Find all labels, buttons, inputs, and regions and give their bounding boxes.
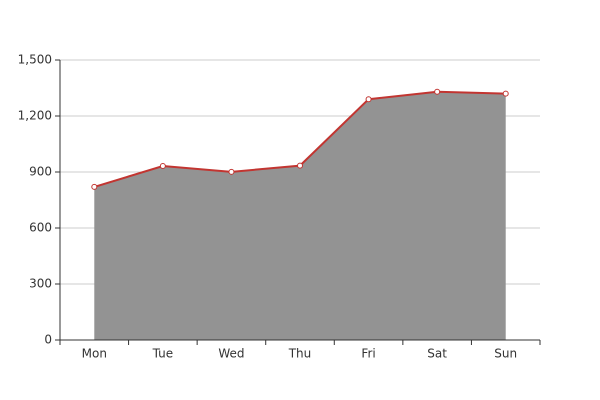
point — [297, 162, 303, 169]
y-tick-label: 0 — [44, 333, 52, 347]
y-tick-label: 1,500 — [18, 53, 52, 67]
y-tick-label: 300 — [29, 277, 52, 291]
x-tick-label: Sat — [427, 347, 447, 361]
point — [228, 168, 235, 175]
point — [434, 88, 441, 95]
point — [159, 163, 166, 170]
area — [94, 91, 506, 340]
x-tick-label: Sun — [494, 347, 517, 361]
x-tick-label: Fri — [361, 347, 375, 361]
y-tick-label: 600 — [29, 221, 52, 235]
x-tick-label: Tue — [152, 347, 174, 361]
y-tick-label: 900 — [29, 165, 52, 179]
point — [502, 90, 509, 97]
point — [365, 96, 372, 103]
y-tick-label: 1,200 — [18, 109, 52, 123]
point — [91, 183, 98, 190]
x-tick-label: Mon — [82, 347, 107, 361]
x-tick-label: Thu — [288, 347, 312, 361]
x-tick-label: Wed — [218, 347, 244, 361]
